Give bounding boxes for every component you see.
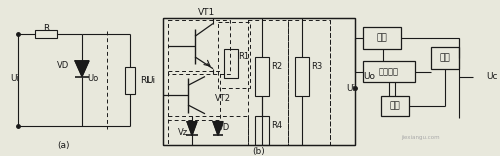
Text: VD: VD (57, 61, 69, 70)
Bar (255, 57, 269, 96)
Text: Uo: Uo (363, 72, 375, 81)
Bar (168, 20, 230, 74)
Bar (381, 96, 409, 116)
Text: R2: R2 (271, 62, 282, 71)
Text: 采样: 采样 (390, 101, 400, 110)
Text: Uo: Uo (87, 74, 98, 83)
Text: 比较放大: 比较放大 (379, 67, 399, 76)
Bar (431, 47, 459, 69)
Polygon shape (75, 61, 89, 77)
Text: R4: R4 (271, 121, 282, 130)
Text: 基准: 基准 (440, 53, 450, 62)
Text: RL: RL (140, 76, 151, 85)
Bar (288, 20, 330, 145)
Bar (35, 30, 57, 38)
Text: R3: R3 (311, 62, 322, 71)
Text: Ui: Ui (346, 84, 355, 93)
Bar (163, 18, 355, 145)
Text: Vz: Vz (178, 128, 188, 137)
Text: (b): (b) (252, 147, 266, 156)
Text: VT2: VT2 (215, 94, 231, 103)
Text: VD: VD (218, 123, 230, 132)
Text: Ui: Ui (10, 74, 19, 83)
Bar (295, 57, 309, 96)
Text: VT1: VT1 (198, 8, 216, 17)
Polygon shape (213, 122, 223, 135)
Text: R1: R1 (238, 52, 249, 61)
Bar (168, 71, 220, 120)
Text: (a): (a) (57, 141, 69, 150)
Text: R: R (43, 24, 49, 33)
Bar (218, 22, 250, 88)
Bar (224, 49, 238, 78)
Bar (125, 67, 135, 94)
Bar (168, 116, 248, 145)
Text: jiexiangu.com: jiexiangu.com (400, 135, 440, 140)
Text: Uc: Uc (486, 72, 498, 81)
Bar (363, 27, 401, 49)
Text: 调整: 调整 (376, 34, 388, 43)
Bar (248, 20, 288, 145)
Bar (255, 116, 269, 145)
Text: Ui: Ui (146, 76, 155, 85)
Polygon shape (187, 122, 197, 135)
Bar (363, 61, 415, 82)
